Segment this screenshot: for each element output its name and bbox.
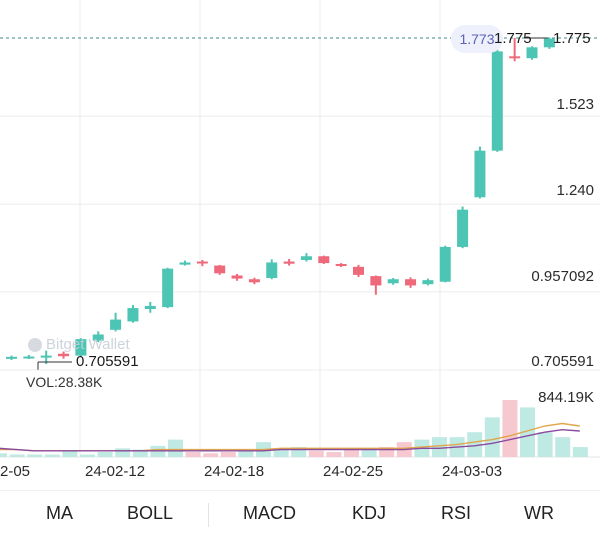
candle-down — [214, 265, 226, 274]
candle-up — [474, 150, 486, 198]
tab-wr[interactable]: WR — [524, 503, 554, 523]
volume-bar — [537, 432, 553, 457]
volume-bar — [168, 439, 183, 457]
candle-down — [58, 353, 70, 357]
candle-up — [457, 209, 469, 247]
candle-up — [266, 262, 278, 278]
candle-up — [23, 356, 35, 359]
candle-up — [439, 246, 451, 282]
candle-down — [509, 56, 521, 59]
volume-bar — [361, 449, 377, 457]
watermark: Bitget Wallet — [28, 336, 130, 353]
candle-down — [335, 264, 347, 267]
candle-down — [318, 256, 330, 264]
tab-boll[interactable]: BOLL — [127, 503, 174, 523]
price-axis-label: 1.775 — [553, 30, 591, 47]
volume-max-label: 844.19K — [538, 389, 594, 406]
candle-up — [40, 355, 52, 358]
candle-down — [248, 279, 260, 283]
volume-bar — [572, 447, 588, 457]
candle-down — [196, 261, 208, 264]
volume-bar — [520, 407, 535, 457]
volume-bar — [326, 452, 342, 457]
bitget-logo-icon — [28, 337, 42, 352]
volume-bar — [502, 400, 518, 457]
tab-kdj[interactable]: KDJ — [352, 503, 387, 523]
candle-down — [283, 261, 295, 264]
volume-bar — [27, 454, 43, 457]
volume-bar — [379, 447, 395, 457]
volume-bar — [432, 437, 447, 457]
tab-rsi[interactable]: RSI — [441, 503, 472, 523]
volume-bar — [555, 437, 571, 457]
volume-bar — [132, 449, 148, 457]
watermark-text: Bitget Wallet — [46, 336, 130, 353]
volume-bar — [308, 450, 324, 457]
high-price-marker: 1.775 — [494, 30, 532, 47]
tab-ma[interactable]: MA — [46, 503, 73, 523]
volume-bar — [220, 452, 236, 457]
kline-chart[interactable]: Bitget Wallet 1.773 1.775 1.775 1.523 1.… — [0, 0, 600, 490]
date-axis-label: 24-02-12 — [85, 463, 146, 480]
chart-canvas — [0, 0, 600, 458]
volume-bar — [97, 452, 113, 457]
candle-up — [422, 280, 434, 285]
candle-up — [144, 305, 156, 310]
volume-bar — [467, 432, 483, 457]
price-axis-label: 0.705591 — [531, 353, 594, 370]
volume-bar — [203, 453, 219, 457]
candle-up — [162, 268, 174, 308]
candle-up — [110, 319, 122, 330]
last-price-tag[interactable]: 1.773 — [451, 25, 503, 53]
tab-divider — [208, 503, 209, 527]
volume-bar — [238, 450, 254, 457]
candle-down — [370, 276, 382, 286]
volume-bar — [115, 448, 131, 457]
volume-bar — [484, 417, 500, 457]
date-axis-label: 24-02-18 — [204, 463, 265, 480]
price-axis-label: 1.523 — [556, 96, 594, 113]
indicator-tabs: MA BOLL MACD KDJ RSI WR — [0, 490, 600, 540]
candle-up — [92, 334, 104, 341]
volume-label: VOL:28.38K — [26, 374, 103, 390]
candle-up — [387, 279, 399, 284]
volume-bar — [0, 453, 7, 457]
date-axis-label: 2-05 — [0, 463, 31, 480]
date-axis-label: 24-03-03 — [442, 463, 503, 480]
volume-ma-line-long — [0, 428, 580, 452]
candle-down — [405, 279, 417, 286]
candle-up — [543, 38, 555, 48]
volume-bar — [62, 450, 78, 457]
volume-bar — [185, 452, 201, 457]
candle-up — [75, 339, 87, 356]
volume-bar — [291, 447, 307, 457]
low-price-marker: 0.705591 — [76, 353, 139, 370]
tab-macd[interactable]: MACD — [243, 503, 296, 523]
volume-bar — [80, 454, 95, 457]
volume-bar — [44, 454, 60, 457]
candle-up — [6, 356, 17, 359]
candle-up — [491, 51, 503, 151]
volume-bar — [273, 449, 289, 457]
date-axis-label: 24-02-25 — [323, 463, 384, 480]
price-axis-label: 1.240 — [556, 182, 594, 199]
volume-bar — [9, 454, 25, 457]
candle-down — [353, 266, 364, 275]
candle-up — [300, 256, 312, 260]
candle-down — [231, 275, 243, 279]
price-axis-label: 0.957092 — [531, 268, 594, 285]
volume-bar — [344, 448, 359, 457]
candle-up — [179, 262, 191, 265]
candle-up — [526, 47, 538, 59]
candle-up — [127, 308, 139, 322]
